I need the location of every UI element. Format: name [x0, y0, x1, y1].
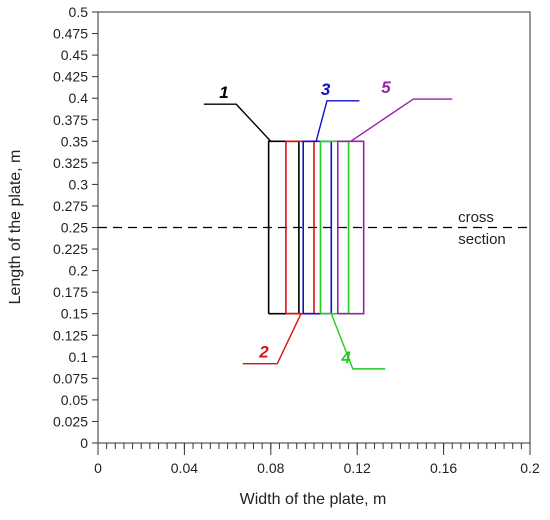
callout-line-4 [330, 313, 386, 370]
callout-number-1: 1 [219, 83, 228, 102]
y-tick-label: 0.175 [53, 284, 88, 300]
y-tick-label: 0.225 [53, 241, 88, 257]
callout-number-5: 5 [381, 78, 391, 97]
x-tick-label: 0.12 [344, 460, 371, 476]
y-tick-label: 0.475 [53, 26, 88, 42]
callout-line-1 [203, 103, 272, 142]
y-tick-label: 0.125 [53, 327, 88, 343]
y-tick-label: 0.025 [53, 413, 88, 429]
y-tick-label: 0 [80, 435, 88, 451]
y-tick-label: 0.075 [53, 370, 88, 386]
y-tick-label: 0.425 [53, 69, 88, 85]
callout-number-3: 3 [321, 80, 331, 99]
y-tick-label: 0.25 [61, 220, 88, 236]
y-tick-label: 0.325 [53, 155, 88, 171]
y-tick-label: 0.1 [69, 349, 89, 365]
x-tick-label: 0.04 [171, 460, 198, 476]
y-tick-label: 0.35 [61, 133, 88, 149]
y-tick-label: 0.3 [69, 176, 89, 192]
y-tick-label: 0.2 [69, 263, 89, 279]
y-tick-label: 0.45 [61, 47, 88, 63]
y-tick-label: 0.5 [69, 4, 89, 20]
callout-number-4: 4 [340, 348, 351, 367]
callout-number-2: 2 [258, 343, 269, 362]
y-tick-label: 0.275 [53, 198, 88, 214]
y-tick-label: 0.15 [61, 306, 88, 322]
callout-line-2 [242, 313, 302, 365]
annotation-section: section [458, 231, 506, 248]
x-tick-label: 0.2 [520, 460, 540, 476]
callout-line-5 [350, 98, 453, 142]
x-tick-label: 0.08 [257, 460, 284, 476]
y-tick-label: 0.4 [69, 90, 89, 106]
y-tick-label: 0.375 [53, 112, 88, 128]
y-tick-label: 0.05 [61, 392, 88, 408]
callout-line-3 [315, 100, 360, 142]
annotation-cross: cross [458, 209, 494, 226]
y-axis-label: Length of the plate, m [7, 150, 24, 305]
x-axis-label: Width of the plate, m [240, 491, 387, 508]
x-tick-label: 0 [94, 460, 102, 476]
plate-outline-5 [336, 140, 365, 315]
x-tick-label: 0.16 [430, 460, 457, 476]
